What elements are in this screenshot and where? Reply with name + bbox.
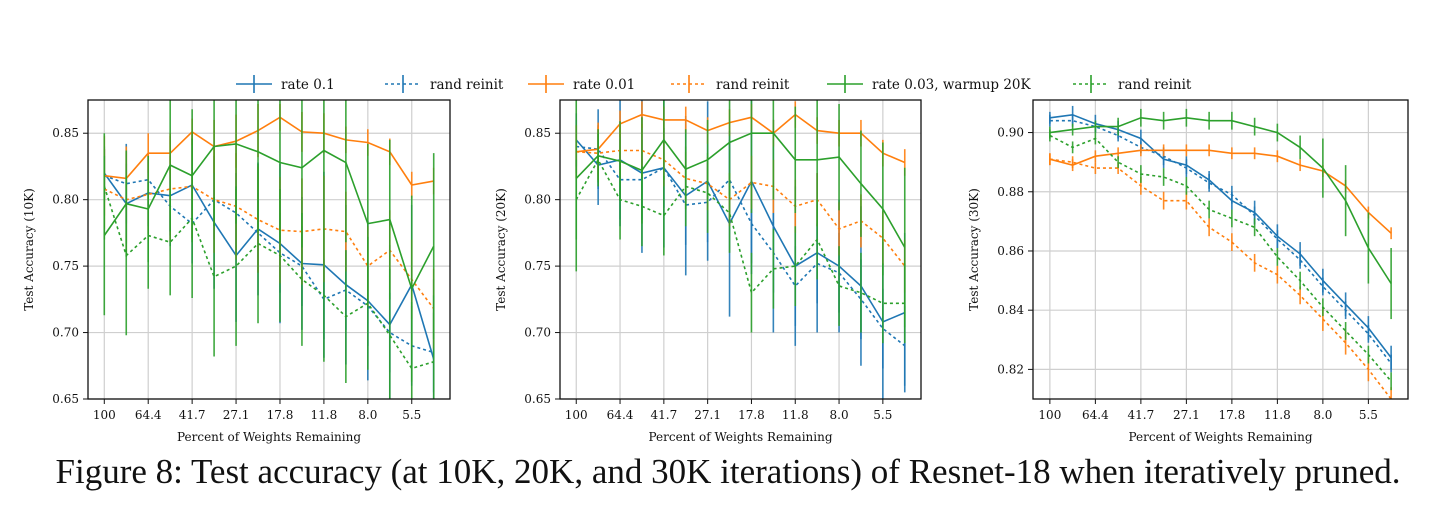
y-tick-label: 0.85 [52, 126, 79, 140]
series-line [576, 113, 906, 164]
series-line [103, 172, 435, 360]
y-tick-label: 0.90 [997, 126, 1024, 140]
y-tick-label: 0.80 [52, 193, 79, 207]
x-tick-label: 27.1 [223, 408, 250, 422]
series-line [575, 158, 905, 305]
x-tick-label: 100 [93, 408, 116, 422]
series-line [103, 143, 435, 291]
plot-frame [559, 99, 922, 400]
legend-item: rand reinit [671, 75, 790, 93]
legend-item: rate 0.03, warmup 20K [827, 75, 1032, 93]
legend: rate 0.1 rand reinit rate 0.01 rand reinit r… [236, 75, 1192, 93]
x-axis-label: Percent of Weights Remaining [648, 430, 832, 444]
series-line [1049, 134, 1392, 382]
y-tick-label: 0.70 [524, 326, 551, 340]
series-line [1049, 119, 1392, 364]
plot-frame [87, 99, 451, 400]
y-tick-label: 0.75 [524, 259, 551, 273]
legend-label: rand reinit [716, 77, 790, 93]
series-line [103, 185, 435, 310]
x-axis-label: Percent of Weights Remaining [1128, 430, 1312, 444]
chart-panel: 100 64.4 41.7 27.1 17.8 11.8 8.0 5.5 0.65 0.70 0.7… [494, 99, 922, 444]
x-tick-label: 11.8 [1264, 408, 1291, 422]
series-line [104, 116, 434, 186]
x-tick-label: 64.4 [1082, 408, 1109, 422]
x-tick-label: 41.7 [1128, 408, 1155, 422]
y-tick-label: 0.75 [52, 259, 79, 273]
chart-panel: 100 64.4 41.7 27.1 17.8 11.8 8.0 5.5 0.65 0.70 0.7… [22, 99, 451, 444]
x-tick-label: 11.8 [782, 408, 809, 422]
x-tick-label: 17.8 [738, 408, 765, 422]
x-tick-label: 8.0 [1313, 408, 1332, 422]
series-line [1049, 158, 1392, 399]
y-tick-label: 0.82 [997, 362, 1024, 376]
legend-item: rand reinit [1073, 75, 1192, 93]
x-tick-label: 27.1 [1173, 408, 1200, 422]
y-tick-label: 0.84 [997, 303, 1024, 317]
legend-item: rate 0.01 [528, 75, 635, 93]
y-axis-label: Test Accuracy (30K) [967, 188, 981, 311]
x-tick-label: 17.8 [267, 408, 294, 422]
series-line [575, 132, 906, 248]
legend-item: rate 0.1 [236, 75, 335, 93]
legend-label: rate 0.01 [573, 77, 635, 93]
y-tick-label: 0.65 [524, 392, 551, 406]
y-axis-label: Test Accuracy (10K) [22, 188, 36, 311]
y-tick-label: 0.70 [52, 326, 79, 340]
x-tick-label: 5.5 [873, 408, 892, 422]
legend-label: rate 0.1 [281, 77, 335, 93]
chart-panel: 100 64.4 41.7 27.1 17.8 11.8 8.0 5.5 0.82 0.84 0.8… [967, 99, 1409, 444]
series-group [575, 100, 906, 399]
legend-label: rand reinit [1118, 77, 1192, 93]
x-tick-label: 11.8 [311, 408, 338, 422]
figure-caption: Figure 8: Test accuracy (at 10K, 20K, an… [55, 452, 1401, 491]
y-tick-label: 0.80 [524, 193, 551, 207]
legend-label: rate 0.03, warmup 20K [872, 77, 1032, 93]
legend-item: rand reinit [385, 75, 504, 93]
series-line [1049, 149, 1392, 234]
x-axis-label: Percent of Weights Remaining [177, 430, 361, 444]
legend-label: rand reinit [430, 77, 504, 93]
y-tick-label: 0.88 [997, 185, 1024, 199]
chart-panels: 100 64.4 41.7 27.1 17.8 11.8 8.0 5.5 0.65 0.70 0.7… [22, 99, 1409, 444]
series-line [104, 174, 434, 354]
x-tick-label: 41.7 [650, 408, 677, 422]
series-line [103, 186, 434, 370]
series-line [576, 149, 906, 267]
y-tick-label: 0.85 [524, 126, 551, 140]
x-tick-label: 100 [565, 408, 588, 422]
series-line [575, 139, 906, 323]
x-tick-label: 41.7 [179, 408, 206, 422]
x-tick-label: 27.1 [694, 408, 721, 422]
x-tick-label: 5.5 [402, 408, 421, 422]
x-tick-label: 8.0 [358, 408, 377, 422]
x-tick-label: 8.0 [830, 408, 849, 422]
x-tick-label: 64.4 [135, 408, 162, 422]
plot-frame [1032, 99, 1409, 400]
y-tick-label: 0.65 [52, 392, 79, 406]
x-tick-label: 64.4 [607, 408, 634, 422]
y-tick-label: 0.86 [997, 244, 1024, 258]
x-tick-label: 17.8 [1219, 408, 1246, 422]
series-group [103, 100, 435, 399]
y-axis-label: Test Accuracy (20K) [494, 188, 508, 311]
x-tick-label: 100 [1038, 408, 1061, 422]
series-line [1049, 116, 1392, 284]
series-group [1049, 105, 1392, 399]
x-tick-label: 5.5 [1359, 408, 1378, 422]
